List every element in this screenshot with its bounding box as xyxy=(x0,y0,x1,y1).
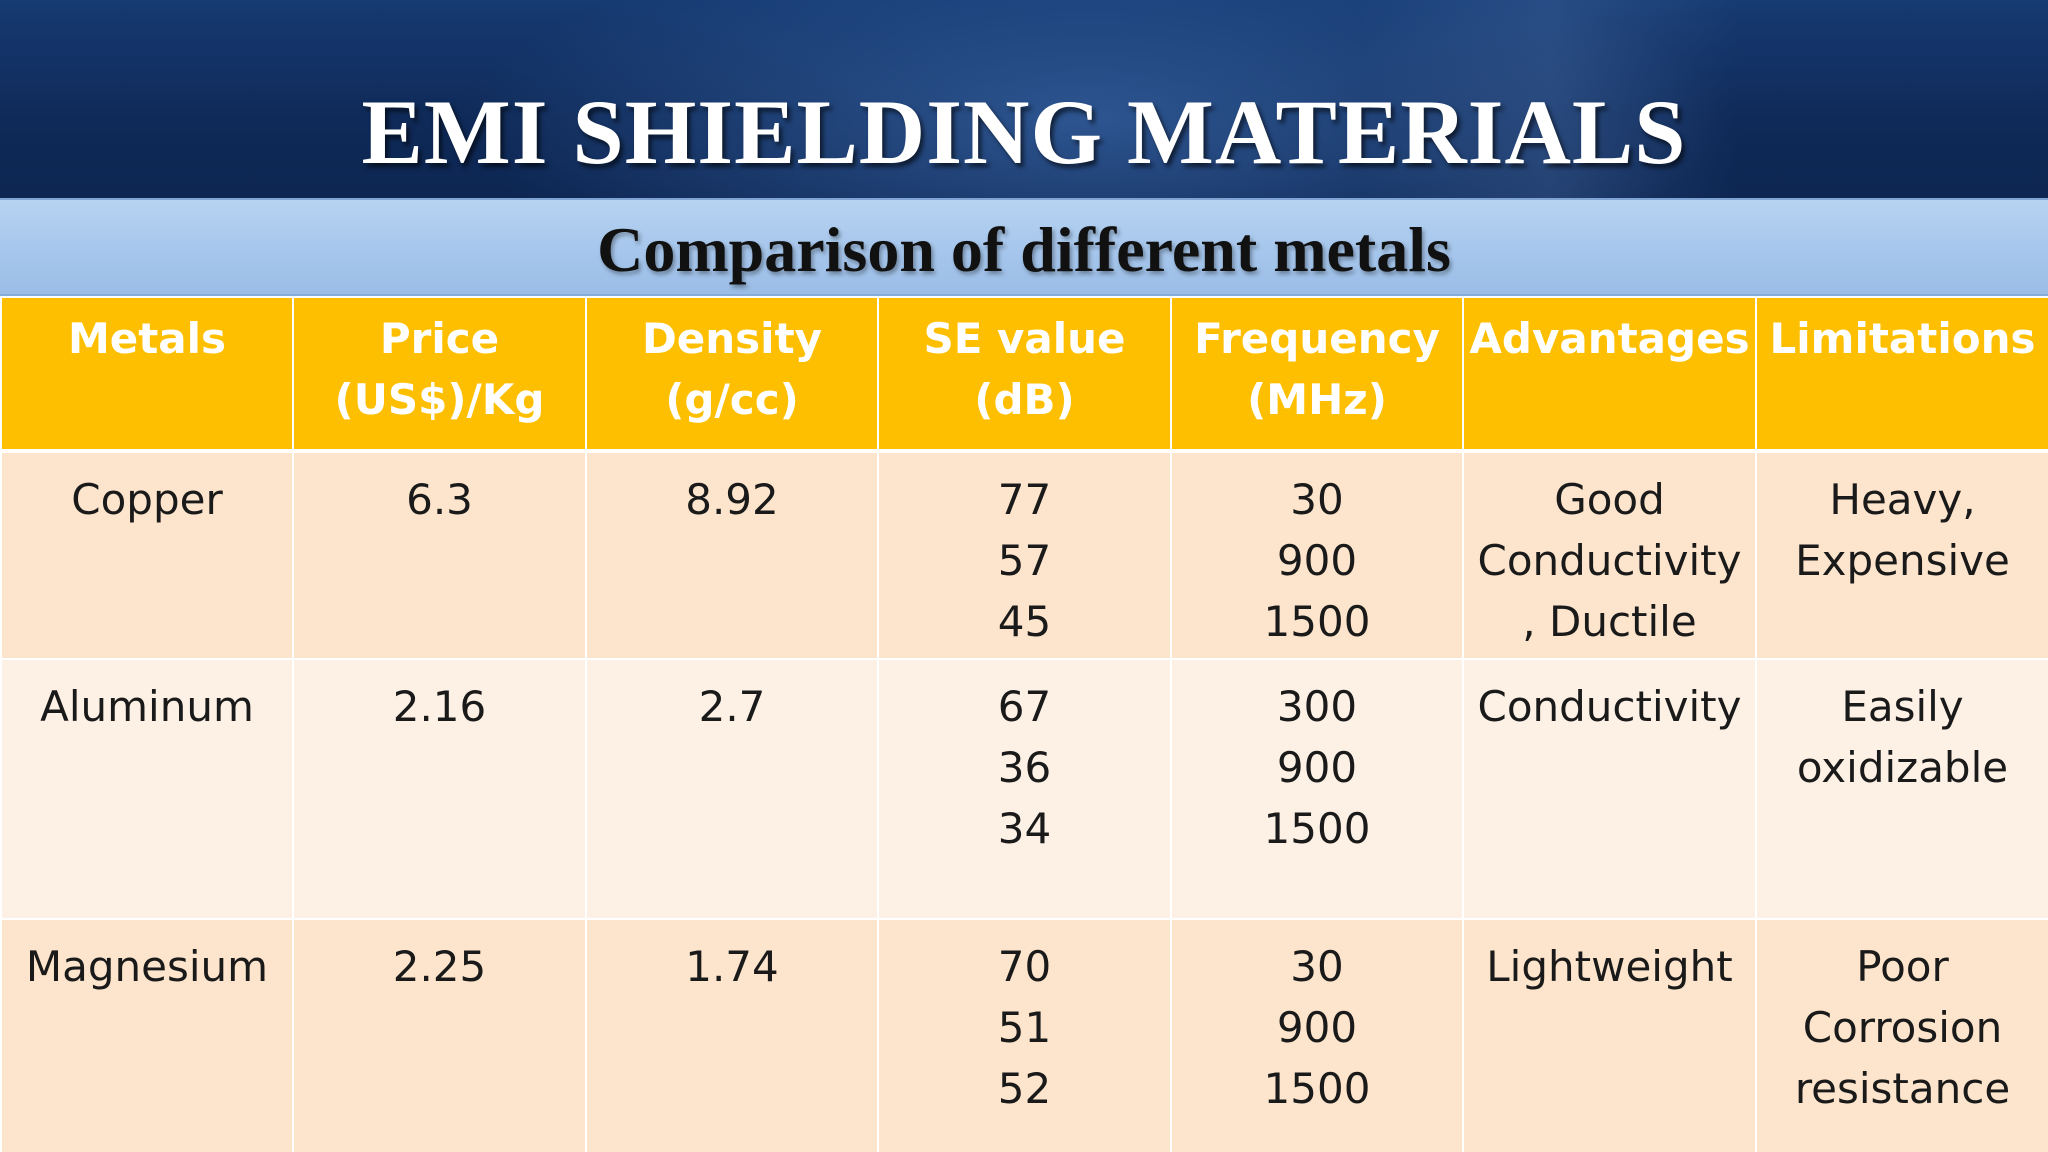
cell-frequencies: 300 900 1500 xyxy=(1170,658,1464,920)
advantage-text: Conductivity xyxy=(1477,682,1742,731)
cell-se-values: 77 57 45 xyxy=(877,450,1172,660)
se-value: 45 xyxy=(997,597,1052,646)
limitation-text: Expensive xyxy=(1795,536,2010,585)
cell-density: 8.92 xyxy=(585,450,879,660)
cell-se-values: 67 36 34 xyxy=(877,658,1172,920)
header-advantages: Advantages xyxy=(1462,296,1757,453)
subtitle-band: Comparison of different metals xyxy=(0,198,2048,296)
frequency-value: 1500 xyxy=(1263,804,1371,853)
header-unit: (MHz) xyxy=(1247,375,1387,424)
limitation-text: Easily xyxy=(1841,682,1964,731)
frequency-value: 30 xyxy=(1290,942,1344,991)
se-value: 57 xyxy=(997,536,1052,585)
limitation-text: Corrosion xyxy=(1802,1003,2003,1052)
se-value: 52 xyxy=(997,1064,1052,1113)
frequency-value: 300 xyxy=(1276,682,1358,731)
table-row-magnesium: Magnesium 2.25 1.74 70 51 52 30 900 1500 xyxy=(0,918,2048,1152)
table-row-aluminum: Aluminum 2.16 2.7 67 36 34 300 900 1500 xyxy=(0,658,2048,920)
cell-se-values: 70 51 52 xyxy=(877,918,1172,1152)
header-unit: (g/cc) xyxy=(665,375,799,424)
metal-name: Magnesium xyxy=(25,942,269,991)
header-line: SE value xyxy=(923,314,1126,363)
frequency-value: 900 xyxy=(1276,743,1358,792)
cell-limitations: Heavy, Expensive xyxy=(1755,450,2048,660)
metal-name: Aluminum xyxy=(40,682,254,731)
header-unit: (US$)/Kg xyxy=(334,375,545,424)
advantage-text: , Ductile xyxy=(1522,597,1697,646)
se-value: 34 xyxy=(997,804,1052,853)
advantage-text: Conductivity xyxy=(1477,536,1742,585)
cell-advantages: Conductivity xyxy=(1462,658,1757,920)
header-se-value: SE value (dB) xyxy=(877,296,1172,453)
limitation-text: resistance xyxy=(1794,1064,2011,1113)
header-line: Limitations xyxy=(1769,314,2036,363)
header-line: Advantages xyxy=(1469,314,1750,363)
header-line: Price xyxy=(379,314,500,363)
frequency-value: 30 xyxy=(1290,475,1344,524)
header-limitations: Limitations xyxy=(1755,296,2048,453)
cell-density: 2.7 xyxy=(585,658,879,920)
table-row-copper: Copper 6.3 8.92 77 57 45 30 900 1500 xyxy=(0,450,2048,660)
cell-density: 1.74 xyxy=(585,918,879,1152)
frequency-value: 1500 xyxy=(1263,1064,1371,1113)
advantage-text: Lightweight xyxy=(1486,942,1733,991)
price-value: 2.16 xyxy=(392,682,487,731)
metals-comparison-table: Metals Price (US$)/Kg Density (g/cc) SE … xyxy=(0,296,2048,1152)
cell-metal: Copper xyxy=(0,450,294,660)
header-line: Frequency xyxy=(1194,314,1440,363)
frequency-value: 900 xyxy=(1276,1003,1358,1052)
header-price: Price (US$)/Kg xyxy=(292,296,587,453)
se-value: 77 xyxy=(997,475,1052,524)
limitation-text: Heavy, xyxy=(1829,475,1976,524)
slide-title: EMI SHIELDING MATERIALS xyxy=(361,81,1687,183)
frequency-value: 1500 xyxy=(1263,597,1371,646)
title-band-highlight xyxy=(1360,0,1740,198)
title-band: EMI SHIELDING MATERIALS xyxy=(0,0,2048,198)
metal-name: Copper xyxy=(71,475,223,524)
density-value: 1.74 xyxy=(685,942,779,991)
se-value: 70 xyxy=(997,942,1052,991)
header-unit: (dB) xyxy=(974,375,1075,424)
cell-advantages: Good Conductivity , Ductile xyxy=(1462,450,1757,660)
density-value: 2.7 xyxy=(698,682,766,731)
price-value: 6.3 xyxy=(406,475,473,524)
cell-frequencies: 30 900 1500 xyxy=(1170,918,1464,1152)
cell-price: 6.3 xyxy=(292,450,587,660)
cell-limitations: Easily oxidizable xyxy=(1755,658,2048,920)
cell-metal: Aluminum xyxy=(0,658,294,920)
header-line: Density xyxy=(641,314,823,363)
cell-metal: Magnesium xyxy=(0,918,294,1152)
slide-subtitle: Comparison of different metals xyxy=(597,214,1451,285)
se-value: 67 xyxy=(997,682,1052,731)
advantage-text: Good xyxy=(1554,475,1665,524)
se-value: 51 xyxy=(997,1003,1052,1052)
cell-frequencies: 30 900 1500 xyxy=(1170,450,1464,660)
cell-price: 2.16 xyxy=(292,658,587,920)
se-value: 36 xyxy=(997,743,1052,792)
header-line: Metals xyxy=(67,314,227,363)
cell-advantages: Lightweight xyxy=(1462,918,1757,1152)
cell-price: 2.25 xyxy=(292,918,587,1152)
frequency-value: 900 xyxy=(1276,536,1358,585)
density-value: 8.92 xyxy=(685,475,779,524)
header-density: Density (g/cc) xyxy=(585,296,879,453)
header-frequency: Frequency (MHz) xyxy=(1170,296,1464,453)
header-metals: Metals xyxy=(0,296,294,453)
limitation-text: Poor xyxy=(1856,942,1949,991)
cell-limitations: Poor Corrosion resistance xyxy=(1755,918,2048,1152)
limitation-text: oxidizable xyxy=(1796,743,2009,792)
price-value: 2.25 xyxy=(392,942,487,991)
table-header-row: Metals Price (US$)/Kg Density (g/cc) SE … xyxy=(0,296,2048,453)
